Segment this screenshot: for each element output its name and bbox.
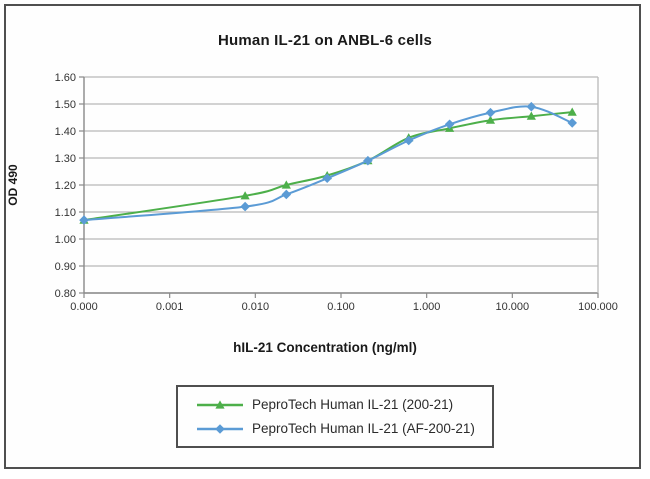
- x-axis-label: hIL-21 Concentration (ng/ml): [233, 340, 417, 355]
- series-marker-1: [485, 107, 496, 118]
- series-marker-1: [240, 201, 250, 212]
- x-tick-label: 0.010: [242, 301, 270, 313]
- series-marker-1: [322, 173, 332, 184]
- x-tick-label: 10.000: [496, 301, 530, 313]
- series-marker-0: [281, 180, 291, 189]
- x-tick-label: 0.000: [70, 301, 98, 313]
- legend-item-af-200-21: PeproTech Human IL-21 (AF-200-21): [196, 418, 482, 439]
- series-marker-1: [281, 189, 292, 200]
- series-line-1: [83, 105, 574, 222]
- series-marker-0: [567, 107, 577, 116]
- series-marker-0: [485, 115, 496, 124]
- x-tick-label: 0.001: [156, 301, 184, 313]
- series-line-0: [83, 111, 574, 222]
- series-marker-0: [240, 191, 250, 200]
- series-marker-1: [567, 118, 578, 128]
- legend-swatch-triangle-icon: [197, 399, 243, 409]
- y-tick-label: 1.00: [55, 234, 76, 246]
- y-tick-label: 1.40: [55, 126, 76, 138]
- legend-label: PeproTech Human IL-21 (200-21): [252, 397, 454, 412]
- plot-area: 1.601.501.401.301.201.101.000.900.800.00…: [55, 72, 618, 313]
- x-tick-label: 0.100: [327, 301, 355, 313]
- y-tick-label: 1.10: [55, 207, 76, 219]
- y-tick-label: 1.50: [55, 99, 76, 111]
- series-marker-1: [79, 215, 89, 225]
- y-tick-label: 0.90: [55, 261, 76, 273]
- legend: PeproTech Human IL-21 (200-21) PeproTech…: [176, 385, 494, 448]
- x-tick-label: 100.000: [578, 301, 618, 313]
- legend-swatch-diamond-icon: [197, 423, 243, 434]
- series-marker-1: [363, 155, 373, 166]
- series-marker-1: [526, 101, 537, 112]
- legend-item-200-21: PeproTech Human IL-21 (200-21): [196, 394, 482, 415]
- series-marker-1: [444, 119, 455, 130]
- series-marker-1: [403, 135, 414, 146]
- chart-title: Human IL-21 on ANBL-6 cells: [217, 32, 433, 49]
- y-tick-label: 0.80: [55, 288, 76, 300]
- x-tick-label: 1.000: [413, 301, 441, 313]
- series-marker-0: [526, 111, 536, 120]
- legend-label: PeproTech Human IL-21 (AF-200-21): [252, 421, 475, 436]
- y-tick-label: 1.20: [55, 180, 76, 192]
- y-tick-label: 1.60: [55, 72, 76, 84]
- y-tick-label: 1.30: [55, 153, 76, 165]
